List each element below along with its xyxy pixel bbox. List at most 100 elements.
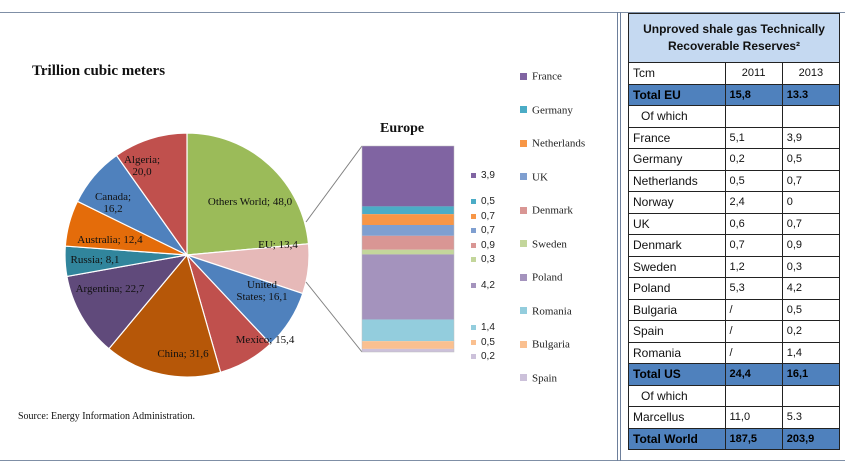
table-cell: UK (628, 212, 726, 235)
legend-item: Sweden (520, 238, 567, 252)
bar-segment-netherlands (362, 214, 454, 225)
legend-swatch (520, 273, 527, 281)
legend-label: France (532, 70, 562, 83)
bar-value-marker (471, 228, 476, 233)
table-cell: 0,2 (781, 320, 841, 343)
legend-label: UK (532, 170, 548, 183)
pie-slice-others-world (186, 132, 310, 256)
legend-label: Spain (532, 371, 558, 384)
table-cell: 0,6 (724, 212, 783, 235)
table-cell: Poland (628, 277, 726, 300)
table-cell: 0,7 (781, 169, 841, 192)
legend-swatch (520, 173, 527, 181)
legend-item: Denmark (520, 204, 573, 218)
bar-value-marker (471, 354, 476, 359)
pie-data-label: Algeria; 20,0 (124, 154, 160, 178)
bar-segment-uk (362, 224, 454, 236)
connector-line (305, 281, 363, 353)
bar-value-label: 0,7 (481, 211, 495, 222)
connector-line (305, 145, 363, 223)
legend-item: UK (520, 171, 548, 185)
chart-title: Trillion cubic meters (32, 63, 166, 79)
header-cell: 2013 (781, 62, 841, 85)
bar-segment-denmark (362, 235, 454, 250)
table-cell: Romania (628, 341, 726, 364)
table-row: UK 0,6 0,7 (628, 212, 841, 235)
bar-segment-bulgaria (362, 341, 454, 349)
table-title: Unproved shale gas Technically Recoverab… (628, 13, 840, 63)
europe-chart-title: Europe (380, 121, 425, 136)
bar-value-label: 4,2 (481, 280, 495, 291)
table-row: Sweden 1,2 0,3 (628, 255, 841, 278)
legend-label: Sweden (532, 237, 567, 250)
table-cell: 2,4 (724, 191, 783, 214)
pie-data-label: Australia; 12,4 (77, 234, 143, 246)
bar-value-label: 1,4 (481, 322, 495, 333)
legend-item: Bulgaria (520, 338, 570, 352)
table-cell (724, 105, 783, 128)
pie-data-label: China; 31,6 (157, 348, 209, 360)
table-row: Of which (628, 105, 841, 128)
bar-value-marker (471, 340, 476, 345)
table-cell: Germany (628, 148, 726, 171)
legend-label: Bulgaria (532, 338, 570, 351)
table-row: Marcellus 11,0 5.3 (628, 406, 841, 429)
bar-value-label: 0,5 (481, 196, 495, 207)
table-cell: 1,4 (781, 341, 841, 364)
table-row: Total US 24,4 16,1 (628, 363, 841, 386)
table-cell: Marcellus (628, 406, 726, 429)
table-cell: 0,7 (724, 234, 783, 257)
bottom-rule (0, 460, 845, 461)
table-cell: Total World (628, 427, 726, 450)
table-cell: Bulgaria (628, 298, 726, 321)
table-cell: Of which (628, 105, 726, 128)
table-cell: 0,2 (724, 148, 783, 171)
reserves-table: Unproved shale gas Technically Recoverab… (628, 13, 841, 450)
table-cell: Of which (628, 384, 726, 407)
table-cell: 1,2 (724, 255, 783, 278)
table-cell: 203,9 (781, 427, 841, 450)
legend-swatch (520, 374, 527, 382)
legend-item: Netherlands (520, 137, 585, 151)
table-cell: 0,5 (781, 148, 841, 171)
table-cell: 5,1 (724, 126, 783, 149)
bar-segment-germany (362, 206, 454, 215)
bar-segment-poland (362, 254, 454, 320)
legend-label: Romania (532, 304, 572, 317)
table-cell: 0,5 (724, 169, 783, 192)
table-cell: 0,5 (781, 298, 841, 321)
table-row: Romania/1,4 (628, 341, 841, 364)
bar-value-marker (471, 199, 476, 204)
pie-data-label: Argentina; 22,7 (76, 283, 145, 295)
table-cell: Spain (628, 320, 726, 343)
pie-data-label: EU; 13,4 (258, 239, 298, 251)
table-row: Poland 5,3 4,2 (628, 277, 841, 300)
bar-value-label: 0,7 (481, 225, 495, 236)
table-cell: / (724, 298, 783, 321)
table-row: Spain/0,2 (628, 320, 841, 343)
bar-segment-france (362, 146, 454, 207)
header-cell: 2011 (724, 62, 783, 85)
table-row: France 5,1 3,9 (628, 126, 841, 149)
bar-value-label: 0,3 (481, 254, 495, 265)
divider-line (620, 12, 621, 461)
table-row: Total EU 15,8 13.3 (628, 83, 841, 106)
legend-swatch (520, 240, 527, 248)
bar-segment-romania (362, 319, 454, 342)
table-row: Netherlands 0,5 0,7 (628, 169, 841, 192)
legend-label: Netherlands (532, 137, 586, 150)
pie-slice-algeria (115, 132, 188, 257)
table-cell: 16,1 (781, 363, 841, 386)
pie-data-label: Russia; 8,1 (71, 254, 120, 266)
table-cell (781, 384, 841, 407)
pie-data-label: Others World; 48,0 (208, 196, 293, 208)
table-cell: / (724, 341, 783, 364)
table-cell: 0,7 (781, 212, 841, 235)
bar-value-marker (471, 283, 476, 288)
pie-data-label: United States; 16,1 (236, 279, 287, 303)
bar-value-label: 0,5 (481, 337, 495, 348)
bar-frame (361, 145, 455, 353)
legend-item: Germany (520, 104, 573, 118)
bar-value-label: 0,9 (481, 240, 495, 251)
table-row: Of which (628, 384, 841, 407)
